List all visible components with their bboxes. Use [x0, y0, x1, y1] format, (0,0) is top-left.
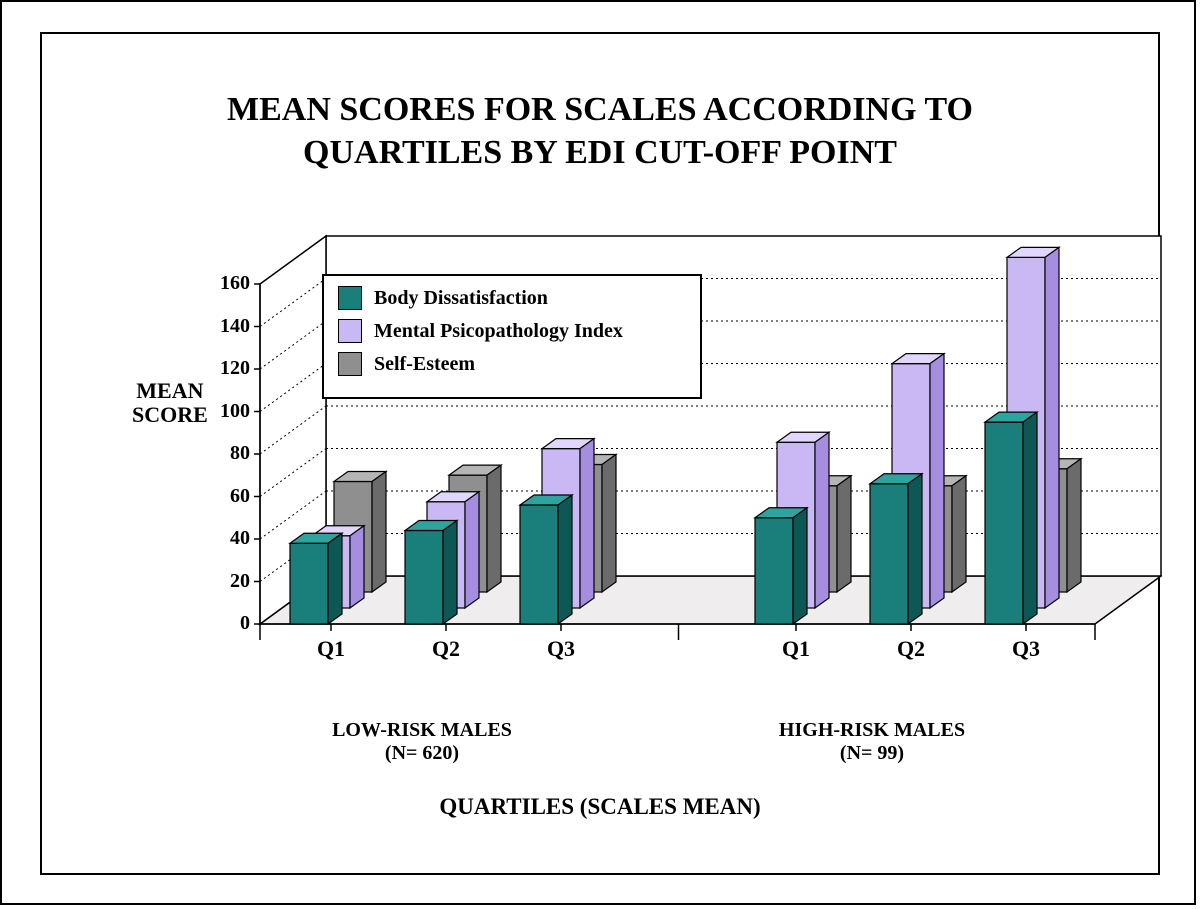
group-label-low-l2: (N= 620)	[385, 742, 459, 764]
xtick-label: Q3	[996, 636, 1056, 662]
legend-item-body: Body Dissatisfaction	[338, 286, 686, 310]
xtick-label: Q1	[301, 636, 361, 662]
legend-swatch-mental	[338, 319, 362, 343]
group-label-high-l2: (N= 99)	[840, 742, 904, 764]
ytick-label: 60	[210, 485, 250, 508]
xtick-label: Q1	[766, 636, 826, 662]
ytick-label: 0	[210, 612, 250, 635]
legend-item-self: Self-Esteem	[338, 352, 686, 376]
legend: Body Dissatisfaction Mental Psicopatholo…	[322, 274, 702, 399]
xtick-label: Q2	[416, 636, 476, 662]
legend-swatch-self	[338, 352, 362, 376]
xtick-label: Q2	[881, 636, 941, 662]
legend-label-self: Self-Esteem	[374, 353, 475, 376]
ytick-label: 120	[210, 357, 250, 380]
ytick-label: 80	[210, 442, 250, 465]
xtick-label: Q3	[531, 636, 591, 662]
legend-label-body: Body Dissatisfaction	[374, 287, 548, 310]
ytick-label: 100	[210, 400, 250, 423]
ytick-label: 160	[210, 272, 250, 295]
ytick-label: 140	[210, 315, 250, 338]
ytick-label: 20	[210, 570, 250, 593]
group-label-low-l1: LOW-RISK MALES	[332, 719, 512, 741]
legend-label-mental: Mental Psicopathology Index	[374, 320, 623, 343]
legend-item-mental: Mental Psicopathology Index	[338, 319, 686, 343]
ytick-label: 40	[210, 527, 250, 550]
group-label-high: HIGH-RISK MALES (N= 99)	[742, 719, 1002, 765]
legend-swatch-body	[338, 286, 362, 310]
group-label-high-l1: HIGH-RISK MALES	[779, 719, 965, 741]
chart-panel: MEAN SCORES FOR SCALES ACCORDING TO QUAR…	[40, 32, 1160, 875]
outer-frame: MEAN SCORES FOR SCALES ACCORDING TO QUAR…	[0, 0, 1196, 905]
group-label-low: LOW-RISK MALES (N= 620)	[292, 719, 552, 765]
xaxis-title: QUARTILES (SCALES MEAN)	[42, 794, 1158, 820]
